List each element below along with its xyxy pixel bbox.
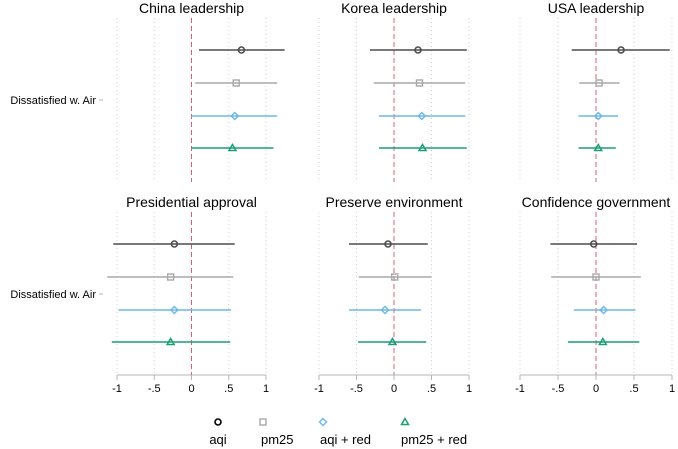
tick-label: .5: [629, 383, 638, 395]
point-estimate: [415, 79, 424, 87]
point-estimate: [387, 337, 398, 346]
panel-china-leadership: China leadership: [116, 0, 285, 182]
panel-title: Preserve environment: [326, 194, 463, 210]
tick-label: -1: [112, 383, 122, 395]
point-estimate: [380, 305, 390, 315]
x-axis: -1 -.5 0 .5 1: [314, 374, 472, 395]
legend-label: pm25: [261, 432, 294, 447]
legend-label: pm25 + red: [401, 432, 467, 447]
tick-label: 1: [466, 383, 472, 395]
legend-item-aqi: aqi: [209, 418, 227, 447]
estimate-aqi: [550, 240, 638, 248]
point-estimate: [617, 46, 625, 54]
tick-label: -.5: [552, 383, 565, 395]
tick-label: 0: [593, 383, 599, 395]
tick-label: 1: [263, 383, 269, 395]
legend-marker: [318, 417, 328, 427]
legend-label: aqi + red: [320, 432, 371, 447]
panel-presidential-approval: Presidential approval -1 -.5 0 .5 1: [107, 194, 269, 395]
x-axis: -1 -.5 0 .5 1: [112, 374, 269, 395]
row-label: Dissatisfied w. Air: [10, 95, 96, 107]
estimate-aqi-red: [379, 111, 466, 121]
tick-label: 1: [669, 383, 675, 395]
tick-label: -1: [314, 383, 324, 395]
point-estimate: [417, 111, 427, 121]
estimate-aqi: [113, 240, 235, 248]
point-estimate: [237, 46, 246, 54]
panel-title: Presidential approval: [126, 194, 257, 210]
point-estimate: [414, 46, 422, 54]
point-estimate: [230, 111, 240, 121]
tick-label: -1: [515, 383, 525, 395]
estimate-pm25: [195, 79, 278, 87]
tick-label: 0: [391, 383, 397, 395]
point-estimate: [598, 337, 608, 346]
estimate-pm25-red: [191, 143, 274, 152]
tick-label: 0: [188, 383, 194, 395]
point-estimate: [232, 79, 240, 87]
estimate-pm25-red: [111, 337, 231, 346]
estimate-pm25: [107, 273, 234, 281]
legend-label: aqi: [209, 432, 226, 447]
estimate-aqi: [370, 46, 467, 54]
tick-label: -.5: [148, 383, 161, 395]
tick-label: -.5: [350, 383, 363, 395]
estimate-aqi: [198, 46, 285, 54]
panel-usa-leadership: USA leadership: [519, 0, 673, 182]
point-estimate: [599, 305, 609, 315]
estimate-pm25: [373, 79, 466, 87]
estimate-aqi-red: [118, 305, 231, 315]
panel-grid: China leadership Korea leadership USA lead…: [107, 0, 675, 395]
row-labels: Dissatisfied w. Air Dissatisfied w. Air: [10, 95, 103, 301]
panel-preserve-environment: Preserve environment -1 -.5 0 .5 1: [314, 194, 472, 395]
estimate-aqi-red: [573, 305, 636, 315]
row-label: Dissatisfied w. Air: [10, 289, 96, 301]
estimate-aqi-red: [578, 111, 619, 121]
point-estimate: [593, 111, 603, 121]
panel-title: Confidence government: [522, 194, 671, 210]
point-estimate: [165, 337, 176, 346]
estimate-aqi: [349, 240, 428, 248]
panel-korea-leadership: Korea leadership: [318, 0, 470, 182]
point-estimate: [227, 143, 238, 152]
legend-item-aqi-red: aqi + red: [318, 417, 371, 447]
estimate-pm25-red: [578, 143, 616, 152]
tick-label: .5: [224, 383, 233, 395]
estimate-pm25: [551, 273, 641, 281]
estimate-pm25-red: [567, 337, 640, 346]
point-estimate: [166, 273, 175, 281]
point-estimate: [384, 240, 392, 248]
point-estimate: [595, 79, 603, 87]
point-estimate: [592, 273, 600, 281]
estimate-aqi-red: [191, 111, 278, 121]
legend: aqi pm25 aqi + red pm25 + red: [209, 417, 467, 447]
legend-marker: [400, 417, 410, 426]
point-estimate: [169, 305, 179, 315]
estimate-pm25: [579, 79, 620, 87]
x-axis: -1 -.5 0 .5 1: [515, 374, 675, 395]
estimate-aqi-red: [349, 305, 421, 315]
estimate-aqi: [571, 46, 670, 54]
panel-title: China leadership: [139, 0, 244, 16]
panel-title: Korea leadership: [341, 0, 447, 16]
legend-marker: [259, 418, 267, 426]
point-estimate: [417, 143, 428, 152]
tick-label: .5: [427, 383, 436, 395]
point-estimate: [589, 240, 598, 248]
estimate-pm25-red: [379, 143, 467, 152]
estimate-pm25: [358, 273, 432, 281]
panel-title: USA leadership: [548, 0, 645, 16]
legend-marker: [214, 418, 222, 426]
legend-item-pm25: pm25: [259, 418, 294, 447]
point-estimate: [170, 240, 179, 248]
estimate-pm25-red: [358, 337, 427, 346]
panel-confidence-government: Confidence government -1 -.5 0 .5 1: [515, 194, 675, 395]
point-estimate: [593, 143, 604, 152]
legend-item-pm25-red: pm25 + red: [400, 417, 467, 447]
point-estimate: [391, 273, 399, 281]
